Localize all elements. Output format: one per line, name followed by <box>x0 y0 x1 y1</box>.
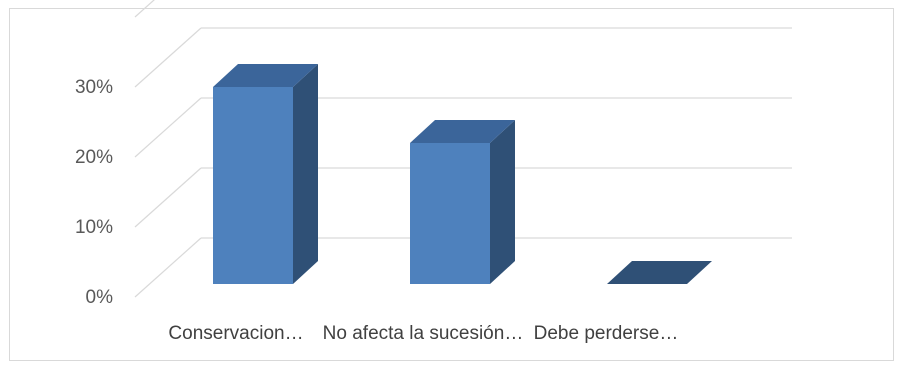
bars <box>213 64 712 284</box>
x-category-label: Debe perderse… <box>534 323 679 344</box>
y-tick-label: 10% <box>75 217 113 238</box>
y-tick-label: 30% <box>75 77 113 98</box>
x-category-label: Conservacion… <box>168 323 303 344</box>
bar <box>607 261 712 284</box>
x-axis-categories: Conservacion… No afecta la sucesión… Debe … <box>168 323 678 344</box>
bar <box>213 64 318 284</box>
y-tick-label: 20% <box>75 147 113 168</box>
bar <box>410 120 515 284</box>
gridline <box>134 0 155 18</box>
x-category-label: No afecta la sucesión… <box>323 323 524 344</box>
y-axis-ticks: 0% 10% 20% 30% <box>75 77 113 308</box>
gridline <box>134 27 792 88</box>
y-tick-label: 0% <box>86 287 114 308</box>
